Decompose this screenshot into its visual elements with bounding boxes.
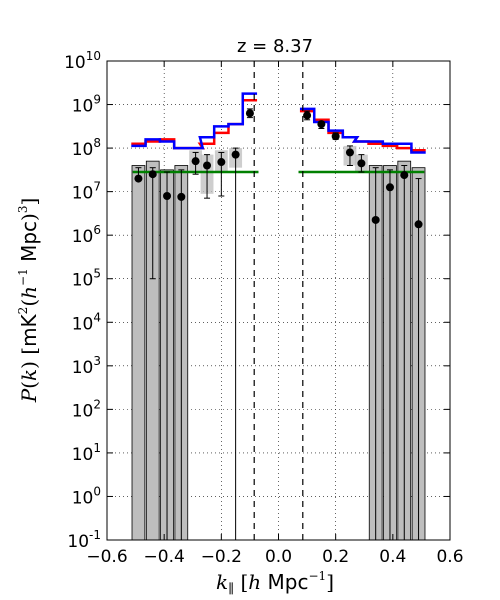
data-point bbox=[331, 132, 340, 141]
x-axis-label: k∥ [h Mpc−1] bbox=[216, 569, 334, 597]
x-tick-label: −0.4 bbox=[144, 547, 185, 567]
data-point bbox=[371, 215, 380, 224]
data-point bbox=[163, 191, 172, 200]
wedge-boundary-lines bbox=[253, 61, 304, 540]
x-tick-label: 0.0 bbox=[265, 547, 292, 567]
error-bars bbox=[135, 108, 422, 540]
y-tick-label: 107 bbox=[72, 180, 101, 204]
y-tick-label: 102 bbox=[72, 397, 101, 421]
chart-title: z = 8.37 bbox=[237, 36, 313, 57]
data-point bbox=[231, 150, 240, 159]
y-tick-label: 105 bbox=[72, 267, 101, 291]
data-point bbox=[245, 109, 254, 118]
model-step-lines bbox=[131, 92, 426, 154]
data-point bbox=[191, 157, 200, 166]
x-axis-ticks: −0.6 −0.4 −0.2 0.0 0.2 0.4 0.6 bbox=[86, 61, 464, 567]
x-tick-label: 0.6 bbox=[436, 547, 463, 567]
y-tick-label: 108 bbox=[72, 136, 101, 160]
y-tick-label: 104 bbox=[72, 310, 101, 334]
x-tick-label: −0.2 bbox=[201, 547, 242, 567]
data-point bbox=[148, 170, 157, 179]
y-tick-label: 101 bbox=[72, 441, 101, 465]
x-tick-label: −0.6 bbox=[86, 547, 127, 567]
data-point bbox=[203, 161, 212, 170]
data-point bbox=[317, 120, 326, 129]
y-tick-label: 1010 bbox=[64, 49, 101, 73]
uncertainty-bars bbox=[131, 145, 426, 541]
data-point bbox=[385, 183, 394, 192]
data-point bbox=[303, 111, 312, 120]
data-point bbox=[134, 174, 143, 183]
data-points bbox=[134, 109, 423, 229]
blue-step-line bbox=[131, 92, 258, 150]
y-tick-label: 106 bbox=[72, 223, 101, 247]
data-point bbox=[357, 159, 366, 168]
y-tick-label: 100 bbox=[72, 484, 101, 508]
x-tick-label: 0.2 bbox=[322, 547, 349, 567]
blue-step-line bbox=[299, 107, 426, 154]
y-axis-ticks: 10-1 100 101 102 103 104 105 106 107 108 109 1010 bbox=[64, 49, 450, 552]
data-point bbox=[177, 192, 186, 201]
data-point bbox=[414, 220, 423, 229]
x-tick-label: 0.4 bbox=[379, 547, 406, 567]
y-axis-label: P(k) [mK2(h−1 Mpc)3] bbox=[16, 198, 41, 404]
data-point bbox=[400, 171, 409, 180]
y-tick-label: 109 bbox=[72, 93, 101, 117]
data-point bbox=[345, 148, 354, 157]
y-tick-label: 103 bbox=[72, 354, 101, 378]
data-point bbox=[217, 158, 226, 167]
y-tick-label: 10-1 bbox=[67, 528, 101, 552]
uncertainty-bar bbox=[131, 165, 146, 541]
